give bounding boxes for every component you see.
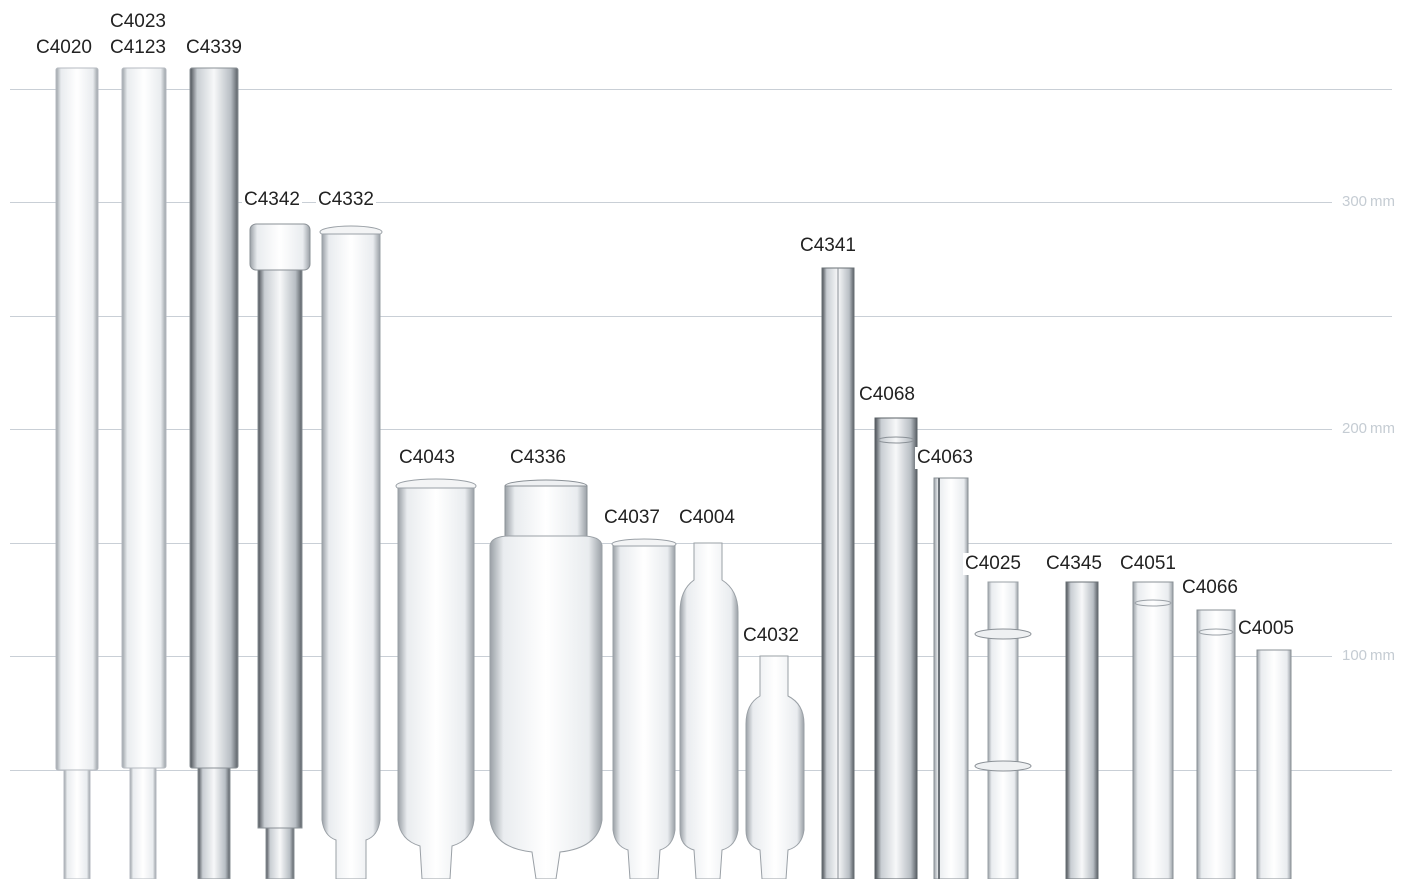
scale-unit: mm xyxy=(1370,647,1396,664)
gridline xyxy=(10,202,1332,203)
tube-label-c4068: C4068 xyxy=(857,384,917,406)
tube-c4332 xyxy=(319,225,383,879)
tube-label-c4341: C4341 xyxy=(798,235,858,257)
tube-label-c4004: C4004 xyxy=(677,507,737,529)
gridline xyxy=(10,429,1332,430)
tube-label-c4063: C4063 xyxy=(915,447,975,469)
scale-unit: mm xyxy=(1370,193,1396,210)
tube-label-c4336: C4336 xyxy=(508,447,568,469)
tube-c4025 xyxy=(974,581,1032,879)
tube-c4345 xyxy=(1065,581,1099,879)
tube-c4342 xyxy=(249,223,311,879)
tube-label-c4342: C4342 xyxy=(242,189,302,211)
tube-label-c4043: C4043 xyxy=(397,447,457,469)
tube-c4068 xyxy=(874,417,918,879)
tube-c4032 xyxy=(745,655,805,879)
tube-c4051 xyxy=(1132,581,1174,879)
scale-label-200: 200 mm xyxy=(1342,420,1395,437)
scale-label-100: 100 mm xyxy=(1342,647,1395,664)
tube-c4005 xyxy=(1256,649,1292,879)
tube-label-c4025: C4025 xyxy=(963,553,1023,575)
tube-label-c4032: C4032 xyxy=(741,625,801,647)
tube-c4336 xyxy=(489,479,603,879)
tube-c4339 xyxy=(189,67,239,879)
gridline xyxy=(10,316,1392,317)
tube-c4037 xyxy=(611,538,677,879)
tube-c4023 xyxy=(121,67,167,879)
tube-label-c4066: C4066 xyxy=(1180,577,1240,599)
tube-label-c4123: C4123 xyxy=(108,37,168,59)
tube-c4063 xyxy=(933,477,969,879)
tube-label-c4339: C4339 xyxy=(184,37,244,59)
tube-label-c4345: C4345 xyxy=(1044,553,1104,575)
scale-label-300: 300 mm xyxy=(1342,193,1395,210)
scale-value: 300 xyxy=(1342,193,1368,210)
scale-value: 100 xyxy=(1342,647,1368,664)
tube-label-c4005: C4005 xyxy=(1236,618,1296,640)
tube-label-c4051: C4051 xyxy=(1118,553,1178,575)
tube-c4020 xyxy=(55,67,99,879)
gridline xyxy=(10,89,1392,90)
tube-c4004 xyxy=(679,542,739,879)
scale-unit: mm xyxy=(1370,420,1396,437)
tube-label-c4023: C4023 xyxy=(108,11,168,33)
tube-label-c4037: C4037 xyxy=(602,507,662,529)
tube-c4066 xyxy=(1196,609,1236,879)
tube-c4043 xyxy=(395,478,477,879)
tube-c4341 xyxy=(821,267,855,879)
scale-value: 200 xyxy=(1342,420,1368,437)
tube-label-c4332: C4332 xyxy=(316,189,376,211)
tube-label-c4020: C4020 xyxy=(34,37,94,59)
